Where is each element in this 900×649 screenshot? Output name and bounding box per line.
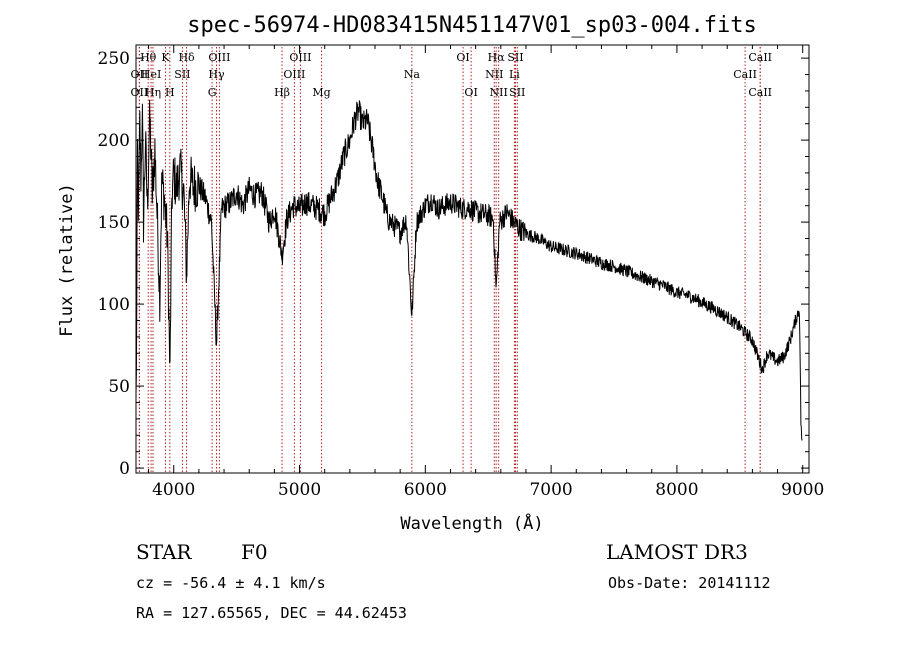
spectral-line-label: OIII <box>289 51 311 64</box>
spectral-line-label: OIII <box>208 51 230 64</box>
x-tick-label: 8000 <box>655 480 698 500</box>
y-tick-label: 100 <box>98 295 130 315</box>
spectral-line-label: NII <box>490 86 508 99</box>
spectral-line-label: CaII <box>748 86 772 99</box>
spectral-line-label: SII <box>174 68 190 81</box>
spectral-line-label: Li <box>509 68 520 81</box>
spectral-line-label: OI <box>464 86 477 99</box>
obs-date: Obs-Date: 20141112 <box>608 574 771 592</box>
spectral-line-label: OIII <box>283 68 305 81</box>
plot-frame <box>135 44 810 474</box>
object-subclass: F0 <box>241 540 268 564</box>
flux-line <box>135 99 803 441</box>
spectral-line-label: Hη <box>145 86 161 99</box>
y-tick-label: 200 <box>98 131 130 151</box>
spectral-line-label: G <box>208 86 217 99</box>
redshift-readout: cz = -56.4 ± 4.1 km/s <box>136 574 326 592</box>
spectral-line-label: NII <box>485 68 503 81</box>
spectral-line-label: Mg <box>312 86 330 99</box>
x-axis-ticks: 4000 5000 6000 7000 8000 9000 <box>148 45 824 500</box>
x-axis-label: Wavelength (Å) <box>400 512 543 534</box>
spectral-line-label: Na <box>404 68 421 81</box>
coordinates-readout: RA = 127.65565, DEC = 44.62453 <box>136 604 407 622</box>
x-tick-label: 9000 <box>781 480 824 500</box>
chart-title: spec-56974-HD083415N451147V01_sp03-004.f… <box>187 13 757 38</box>
spectral-line-label: Hα <box>488 51 506 64</box>
y-axis-label: Flux (relative) <box>57 183 77 337</box>
object-class: STAR <box>136 540 192 564</box>
spectral-line-label: CaII <box>733 68 757 81</box>
survey-name: LAMOST DR3 <box>606 540 748 564</box>
spectral-line-markers <box>138 47 761 473</box>
x-tick-label: 4000 <box>152 480 195 500</box>
y-tick-label: 0 <box>119 459 130 479</box>
x-tick-label: 7000 <box>529 480 572 500</box>
spectral-line-label: SII <box>509 86 525 99</box>
x-tick-label: 6000 <box>404 480 447 500</box>
flux-series <box>135 99 803 441</box>
spectral-line-label: K <box>161 51 170 64</box>
spectral-line-label: Hδ <box>178 51 195 64</box>
spectral-line-label: Hθ <box>140 51 157 64</box>
spectral-line-label: CaII <box>748 51 772 64</box>
x-tick-label: 5000 <box>278 480 321 500</box>
y-axis-ticks: 0 50 100 150 200 250 <box>98 49 809 479</box>
spectral-line-label: Hβ <box>274 86 290 99</box>
y-tick-label: 150 <box>98 213 130 233</box>
spectral-line-label: OI <box>456 51 469 64</box>
spectral-line-label: OII <box>131 86 149 99</box>
spectral-line-label: HeI <box>141 68 161 81</box>
y-tick-label: 50 <box>108 377 130 397</box>
y-tick-label: 250 <box>98 49 130 69</box>
spectral-line-label: H <box>165 86 175 99</box>
spectral-line-label: Hγ <box>208 68 225 81</box>
spectral-line-label: SII <box>507 51 523 64</box>
